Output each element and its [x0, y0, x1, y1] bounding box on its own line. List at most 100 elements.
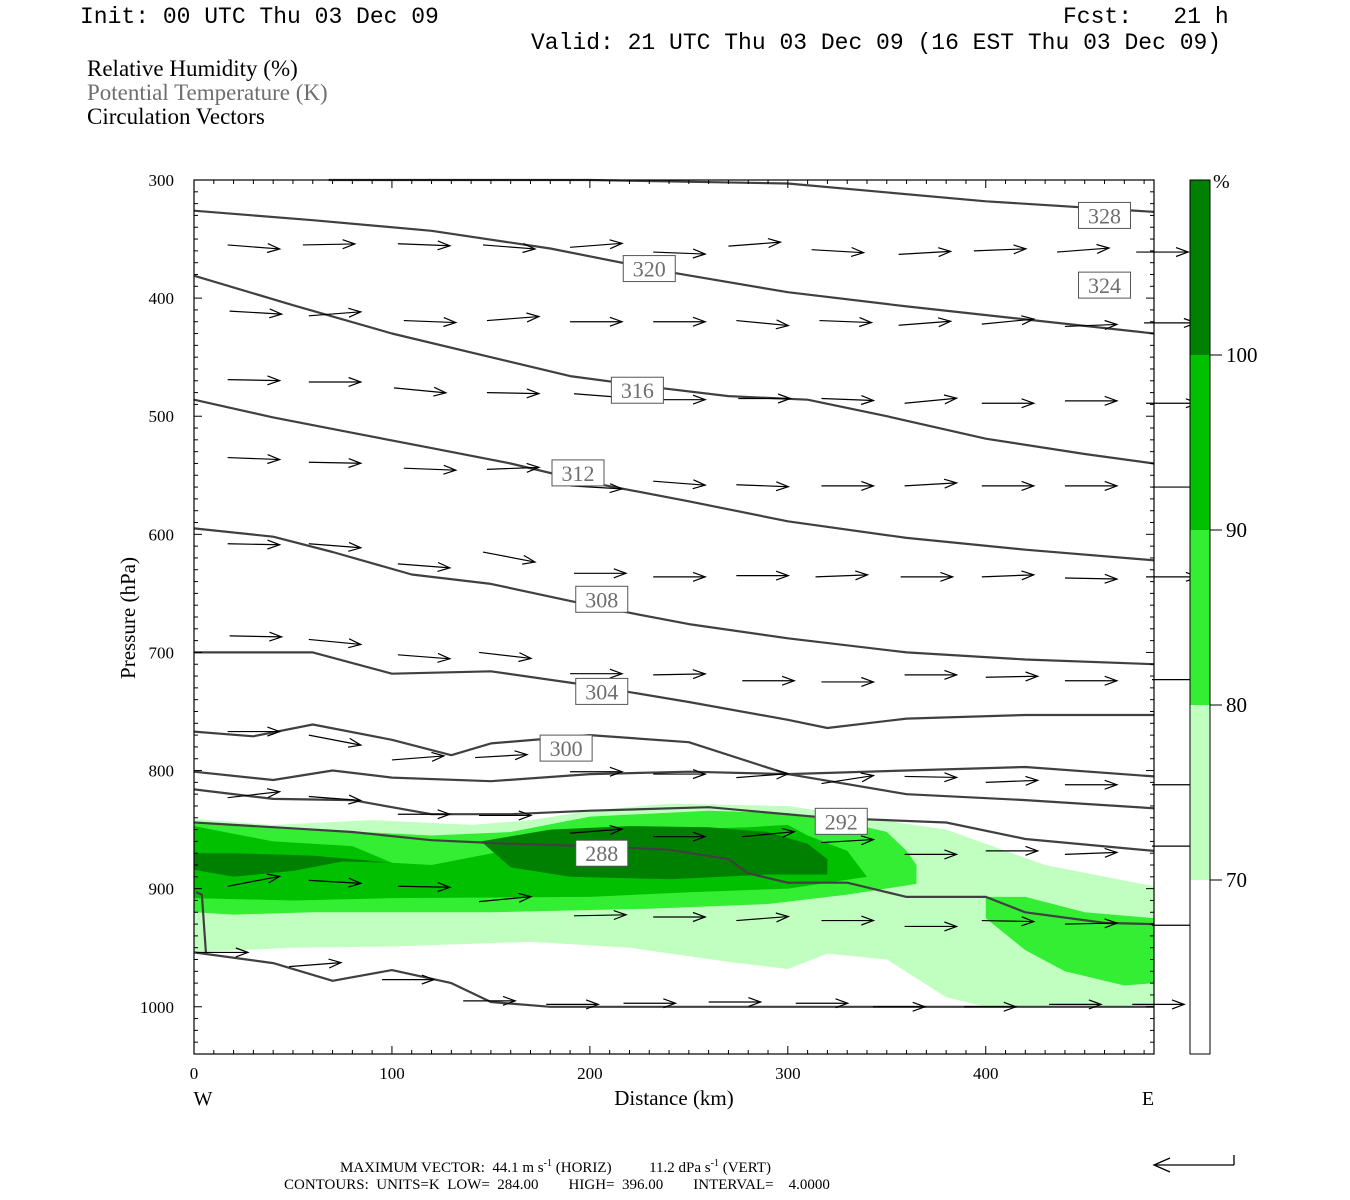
- vector-head: [1088, 999, 1103, 1010]
- circulation-vector: [391, 751, 446, 762]
- circulation-vector: [1064, 918, 1119, 929]
- vector-head: [518, 652, 533, 663]
- max-vert-value: 11.2 dPa s: [649, 1160, 711, 1176]
- circulation-vector: [486, 462, 541, 473]
- x-tick-label: 200: [577, 1064, 603, 1083]
- max-vert-tag: (VERT): [722, 1160, 771, 1176]
- vector-shaft: [397, 654, 450, 660]
- circulation-vector: [227, 788, 282, 799]
- vector-shaft: [653, 480, 706, 486]
- vector-head: [1104, 395, 1119, 406]
- vector-head: [944, 849, 959, 860]
- circulation-vector: [574, 910, 628, 921]
- vector-shaft: [981, 574, 1034, 578]
- circulation-vector: [1056, 243, 1111, 254]
- circulation-vector: [227, 454, 282, 465]
- vector-head: [433, 386, 448, 397]
- vector-head: [1003, 1001, 1018, 1012]
- isentrope-line: [193, 769, 1155, 810]
- circulation-vector: [736, 912, 791, 923]
- vector-head: [266, 788, 282, 799]
- vector-shaft: [821, 397, 874, 402]
- circulation-vector: [900, 571, 955, 582]
- vector-shaft: [653, 251, 706, 255]
- circulation-vector: [653, 669, 707, 680]
- vector-head: [1021, 398, 1036, 409]
- circulation-vector: [308, 877, 363, 888]
- vector-head: [342, 239, 357, 250]
- vector-head: [1025, 671, 1040, 682]
- circulation-vector: [229, 631, 284, 642]
- circulation-vector: [570, 239, 624, 250]
- axis-layer: 300 400 500 600 700 800 900 1000 0 100 200 300 400 W E…: [116, 171, 1155, 1110]
- vector-shaft: [904, 397, 957, 404]
- vector-head: [860, 772, 876, 783]
- circulation-vector: [819, 317, 874, 328]
- vector-shaft: [653, 673, 706, 676]
- contour-label-text: 320: [633, 257, 666, 282]
- circulation-vector: [653, 248, 707, 259]
- vector-head: [692, 831, 707, 842]
- circulation-vector: [898, 317, 953, 328]
- vector-shaft: [981, 919, 1034, 923]
- circulation-vector: [736, 769, 791, 780]
- contour-label: 320: [622, 255, 676, 283]
- vector-head: [937, 317, 953, 328]
- contour-label: 300: [539, 734, 593, 762]
- vector-shaft: [486, 315, 539, 322]
- vector-head: [437, 652, 452, 663]
- circulation-vector: [1064, 779, 1119, 790]
- vector-head: [1104, 918, 1119, 929]
- colorbar-frame: [1189, 179, 1211, 1055]
- contour-label-box: [1078, 201, 1132, 229]
- contour-label-box: [575, 585, 629, 613]
- vector-head: [944, 669, 959, 680]
- vector-head: [609, 668, 624, 679]
- circulation-vector: [397, 240, 452, 251]
- circulation-vector: [308, 376, 363, 387]
- circulation-vector: [815, 570, 870, 581]
- y-tick-label: 500: [149, 407, 175, 426]
- vector-head: [437, 561, 452, 572]
- vector-shaft: [475, 753, 528, 759]
- vector-head: [585, 999, 601, 1010]
- circulation-vector: [985, 845, 1040, 856]
- vector-shaft: [486, 391, 539, 395]
- vector-head: [943, 394, 959, 405]
- circulation-vector: [811, 246, 866, 257]
- vector-head: [861, 915, 876, 926]
- circulation-vector: [397, 882, 452, 893]
- circulation-vector: [904, 921, 959, 932]
- contour-label-text: 324: [1088, 273, 1121, 298]
- circulation-vector: [821, 395, 876, 406]
- east-label: E: [1142, 1088, 1154, 1110]
- vector-shaft: [736, 915, 789, 922]
- vector-shaft: [227, 791, 280, 799]
- vector-head: [858, 317, 874, 328]
- isentrope-line: [193, 788, 1155, 852]
- circulation-vector: [227, 726, 282, 737]
- circulation-vector: [898, 247, 953, 258]
- circulation-vector: [308, 541, 363, 552]
- max-horiz-tag: (HORIZ): [555, 1160, 612, 1176]
- circulation-vector: [981, 315, 1036, 326]
- circulation-vector: [463, 995, 517, 1006]
- colorbar-level-label: 80: [1226, 693, 1247, 717]
- vector-head: [1104, 675, 1119, 686]
- contour-label-box: [1078, 271, 1132, 299]
- vector-head: [269, 308, 284, 319]
- circulation-vector: [623, 998, 678, 1009]
- contour-label-text: 300: [550, 736, 583, 761]
- vector-shaft: [393, 387, 446, 394]
- circulation-vector: [653, 479, 707, 490]
- contour-label-box: [575, 677, 629, 705]
- y-tick-label: 1000: [140, 998, 174, 1017]
- vector-shaft: [985, 675, 1038, 678]
- contour-label-box: [539, 734, 593, 762]
- y-tick-label: 700: [149, 643, 175, 662]
- vector-head: [692, 669, 707, 680]
- vector-head: [443, 317, 458, 328]
- circulation-vector: [1132, 999, 1186, 1010]
- contour-label: 324: [1078, 271, 1132, 299]
